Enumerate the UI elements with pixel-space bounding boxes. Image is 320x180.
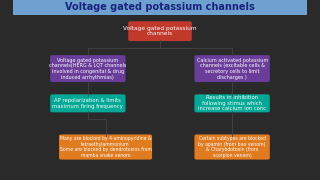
Text: Certain subtypes are blocked
by apamin (from bee venom)
& Charybdotoxin (from
sc: Certain subtypes are blocked by apamin (…	[198, 136, 266, 158]
FancyBboxPatch shape	[59, 134, 152, 160]
Text: Voltage gated potassium
channels: Voltage gated potassium channels	[123, 26, 197, 37]
Text: Voltage gated potassium channels: Voltage gated potassium channels	[65, 3, 255, 12]
FancyBboxPatch shape	[195, 134, 270, 160]
FancyBboxPatch shape	[128, 21, 192, 41]
Text: Results in inhibition
following stimus which
increase calcium ion conc: Results in inhibition following stimus w…	[198, 95, 266, 111]
FancyBboxPatch shape	[50, 94, 125, 112]
Text: Calcium activated potassium
channels (excitable cells &
secretory cells to limit: Calcium activated potassium channels (ex…	[196, 58, 268, 80]
Text: AP repolarization & limits
maximum firing frequency: AP repolarization & limits maximum firin…	[52, 98, 123, 109]
Text: Voltage gated potassium
channels(HERG & LQT channels
involved in congenital & dr: Voltage gated potassium channels(HERG & …	[49, 58, 126, 80]
FancyBboxPatch shape	[13, 0, 307, 15]
Text: Many are blocked by 4-aminopyridine &
tetraethylammonium
Some are blocked by den: Many are blocked by 4-aminopyridine & te…	[60, 136, 152, 158]
FancyBboxPatch shape	[195, 55, 270, 82]
FancyBboxPatch shape	[50, 55, 125, 82]
FancyBboxPatch shape	[195, 94, 270, 112]
